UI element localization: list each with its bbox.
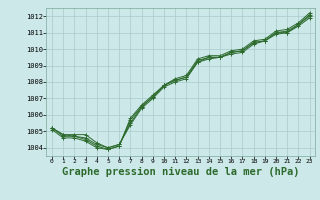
X-axis label: Graphe pression niveau de la mer (hPa): Graphe pression niveau de la mer (hPa): [62, 167, 300, 177]
